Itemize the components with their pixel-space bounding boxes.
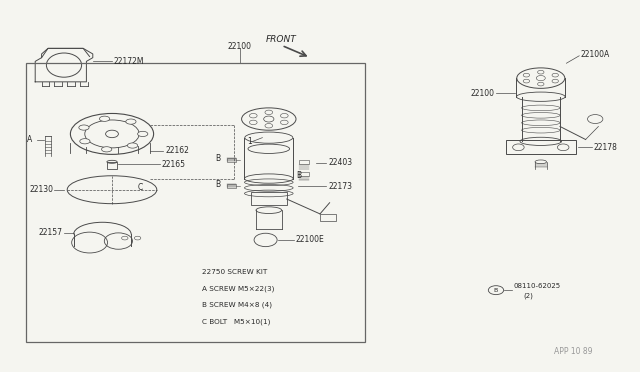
Text: A: A bbox=[27, 135, 32, 144]
Circle shape bbox=[552, 79, 559, 83]
Text: 22130: 22130 bbox=[29, 185, 53, 194]
Text: 22100: 22100 bbox=[471, 89, 495, 97]
Circle shape bbox=[536, 76, 545, 81]
Bar bbox=[107, 162, 117, 169]
Circle shape bbox=[280, 113, 288, 118]
Text: 22157: 22157 bbox=[38, 228, 63, 237]
Text: 22162: 22162 bbox=[165, 146, 189, 155]
Text: B: B bbox=[296, 171, 301, 180]
Ellipse shape bbox=[127, 143, 138, 148]
Circle shape bbox=[552, 73, 559, 77]
Circle shape bbox=[106, 130, 118, 138]
Text: APP 10 89: APP 10 89 bbox=[554, 347, 592, 356]
Text: 22100: 22100 bbox=[227, 42, 251, 51]
Bar bbox=[299, 160, 309, 164]
Text: B: B bbox=[216, 180, 221, 189]
Circle shape bbox=[538, 82, 544, 86]
Text: 22100A: 22100A bbox=[580, 50, 610, 59]
Circle shape bbox=[250, 120, 257, 125]
Text: (2): (2) bbox=[523, 292, 532, 299]
Ellipse shape bbox=[80, 139, 90, 144]
Bar bbox=[251, 192, 287, 205]
Text: 22165: 22165 bbox=[162, 160, 186, 169]
Circle shape bbox=[280, 120, 288, 125]
Circle shape bbox=[523, 73, 529, 77]
Text: 22100E: 22100E bbox=[296, 235, 324, 244]
Ellipse shape bbox=[99, 116, 109, 121]
Circle shape bbox=[250, 113, 257, 118]
Bar bbox=[320, 214, 336, 221]
Text: 22173: 22173 bbox=[328, 182, 352, 190]
Text: 22403: 22403 bbox=[328, 158, 353, 167]
Bar bbox=[506, 140, 576, 154]
Text: C BOLT   M5×10(1): C BOLT M5×10(1) bbox=[202, 318, 270, 325]
Ellipse shape bbox=[126, 119, 136, 124]
Text: B: B bbox=[216, 154, 221, 163]
Text: B: B bbox=[494, 288, 498, 293]
Text: 22172M: 22172M bbox=[113, 57, 144, 66]
Ellipse shape bbox=[138, 131, 148, 137]
Circle shape bbox=[538, 70, 544, 74]
Bar bbox=[227, 184, 236, 188]
Text: A SCREW M5×22(3): A SCREW M5×22(3) bbox=[202, 285, 274, 292]
Text: 22750 SCREW KIT: 22750 SCREW KIT bbox=[202, 269, 267, 275]
Text: 1: 1 bbox=[247, 137, 252, 146]
Bar bbox=[227, 158, 236, 162]
Circle shape bbox=[265, 124, 273, 128]
Circle shape bbox=[523, 79, 529, 83]
Bar bbox=[26, 63, 365, 342]
Text: 08110-62025: 08110-62025 bbox=[513, 283, 561, 289]
Text: C: C bbox=[138, 183, 143, 192]
Text: FRONT: FRONT bbox=[266, 35, 296, 44]
Text: 22178: 22178 bbox=[593, 143, 617, 152]
Text: B SCREW M4×8 (4): B SCREW M4×8 (4) bbox=[202, 302, 271, 308]
Bar bbox=[299, 172, 309, 176]
Circle shape bbox=[265, 110, 273, 115]
Ellipse shape bbox=[79, 125, 89, 130]
Ellipse shape bbox=[102, 147, 112, 152]
Circle shape bbox=[264, 116, 274, 122]
